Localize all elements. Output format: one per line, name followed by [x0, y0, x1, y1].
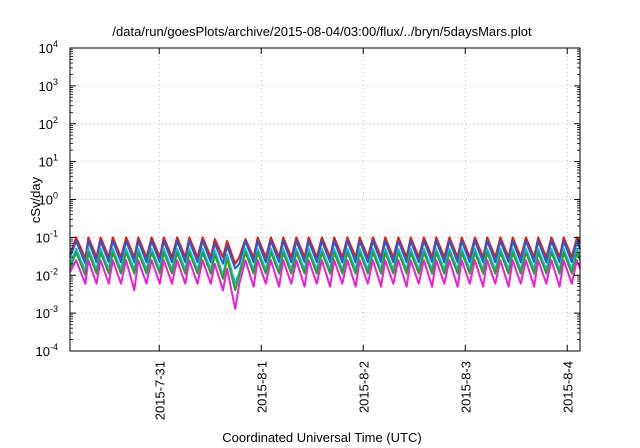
- series-line-1: [69, 236, 581, 265]
- series-line-2: [69, 240, 581, 270]
- y-axis: 10-4 10-3 10-2 10-1 100 101 102 103 104: [36, 39, 580, 359]
- grid: [70, 48, 580, 351]
- x-tick-label: 2015-8-3: [458, 361, 473, 413]
- series-line-4: [69, 251, 581, 292]
- y-tick-label: 103: [39, 77, 58, 94]
- series-line-5: [69, 259, 581, 310]
- x-tick-label: 2015-8-2: [356, 361, 371, 413]
- y-tick-label: 101: [39, 153, 58, 170]
- series-group: [69, 236, 581, 310]
- x-tick-label: 2015-8-4: [560, 361, 575, 413]
- chart-title: /data/run/goesPlots/archive/2015-08-04/0…: [112, 24, 532, 39]
- y-tick-label: 104: [39, 39, 58, 56]
- x-tick-label: 2015-8-1: [254, 361, 269, 413]
- y-tick-label: 10-3: [36, 304, 58, 321]
- y-tick-label: 10-1: [36, 228, 58, 245]
- x-tick-label: 2015-7-31: [152, 361, 167, 420]
- y-tick-label: 10-4: [36, 342, 58, 359]
- y-tick-label: 10-2: [36, 266, 58, 283]
- x-axis: 2015-7-31 2015-8-1 2015-8-2 2015-8-3 2015-8-…: [152, 48, 575, 420]
- x-axis-label: Coordinated Universal Time (UTC): [222, 430, 421, 445]
- y-tick-label: 100: [39, 191, 58, 208]
- y-axis-label: cSv/day: [28, 176, 43, 223]
- y-tick-label: 102: [39, 115, 58, 132]
